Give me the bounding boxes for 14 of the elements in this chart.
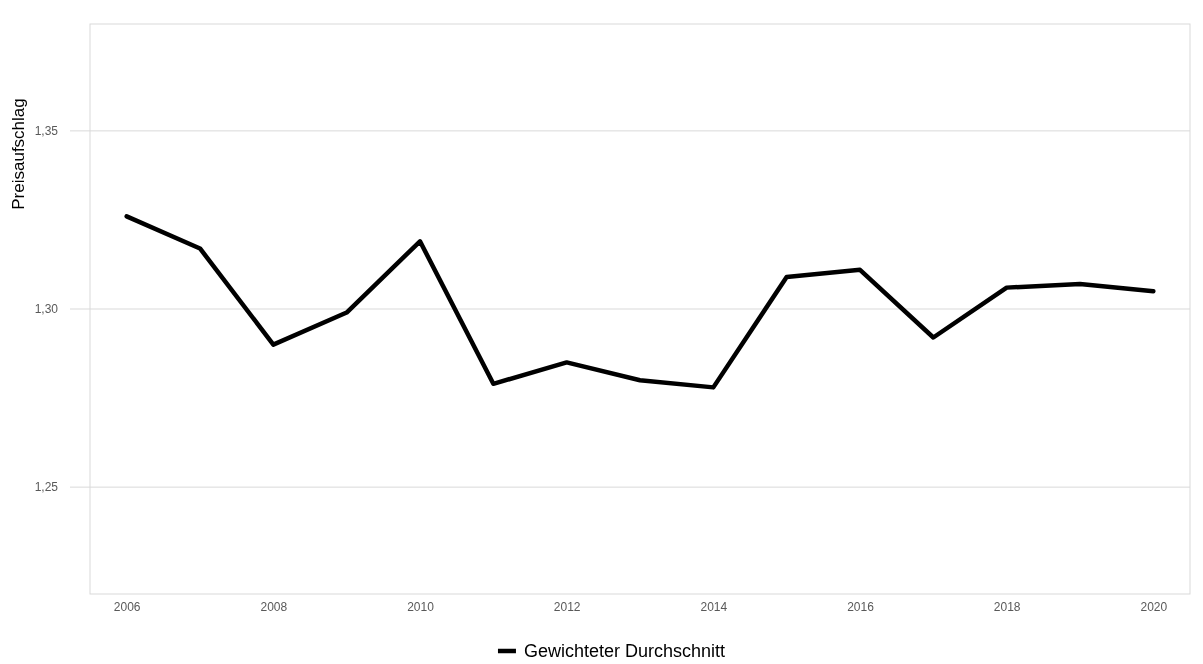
x-tick-label: 2018 <box>993 599 1021 614</box>
x-tick-label: 2014 <box>700 599 728 614</box>
legend-label: Gewichteter Durchschnitt <box>523 641 726 661</box>
x-tick-label: 2020 <box>1140 599 1168 614</box>
y-tick-label: 1,25 <box>34 480 59 495</box>
y-axis-title: Preisaufschlag <box>9 98 28 210</box>
x-tick-label: 2016 <box>847 599 875 614</box>
y-tick-label: 1,30 <box>34 302 59 317</box>
x-tick-label: 2006 <box>113 599 141 614</box>
x-tick-label: 2012 <box>553 599 581 614</box>
x-tick-label: 2010 <box>407 599 435 614</box>
x-tick-label: 2008 <box>260 599 288 614</box>
line-series <box>124 214 1156 390</box>
y-tick-label: 1,35 <box>34 124 59 139</box>
